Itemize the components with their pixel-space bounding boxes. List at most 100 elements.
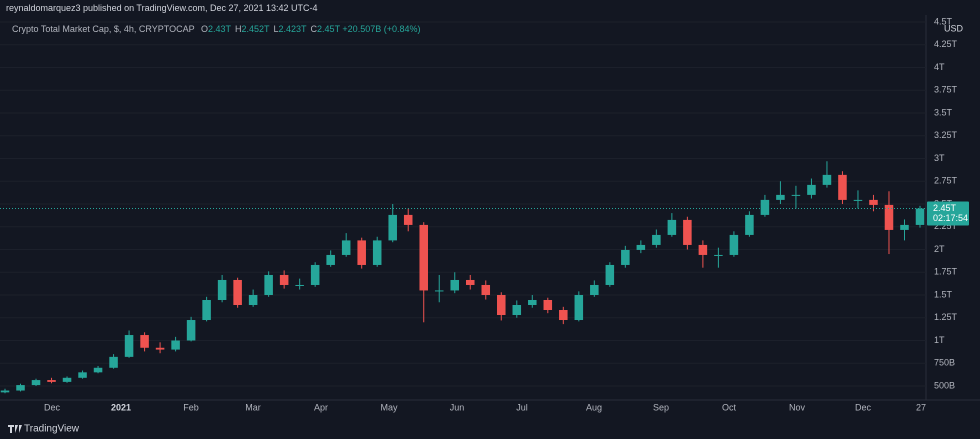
candle-body — [528, 299, 537, 306]
candle-body — [16, 385, 25, 391]
ohlc-item: C2.45T — [311, 24, 340, 34]
candle-body — [202, 299, 211, 321]
candle-body — [47, 380, 56, 382]
legend: Crypto Total Market Cap, $, 4h, CRYPTOCA… — [12, 24, 420, 34]
candle-body — [915, 208, 925, 225]
candle-body — [62, 377, 72, 382]
y-tick-label: 4.5T — [934, 16, 953, 26]
y-tick-label: 1T — [934, 335, 945, 345]
candle-body — [869, 199, 878, 205]
footer-bg — [0, 418, 980, 439]
logo — [8, 425, 22, 433]
candle-body — [822, 174, 832, 185]
candle-body — [729, 234, 739, 255]
candle-body — [605, 264, 615, 285]
y-tick-label: 3.5T — [934, 107, 953, 117]
x-tick-label: Sep — [653, 402, 669, 412]
ohlc-value: 2.423T — [278, 24, 307, 34]
candle-body — [310, 264, 320, 285]
candle-body — [791, 194, 801, 196]
x-tick-label: Feb — [183, 402, 199, 412]
candle-body — [543, 299, 553, 311]
candle-body — [884, 204, 894, 230]
candle-body — [233, 279, 242, 306]
y-tick-label: 1.25T — [934, 312, 958, 322]
x-tick-label: 2021 — [111, 402, 131, 412]
candle-body — [652, 234, 661, 245]
y-tick-label: 2.25T — [934, 221, 958, 231]
candle-body — [78, 372, 87, 378]
y-tick-label: 500B — [934, 380, 955, 390]
x-tick-label: Aug — [586, 402, 602, 412]
x-tick-label: Mar — [245, 402, 261, 412]
candle-body — [559, 310, 568, 321]
candle-body — [590, 284, 599, 295]
ohlc-key: H — [234, 24, 242, 34]
x-tick-label: Dec — [855, 402, 872, 412]
candle-body — [217, 279, 227, 300]
candle-body — [465, 279, 475, 285]
candle-body — [419, 224, 428, 291]
ohlc-item: L2.423T — [274, 24, 307, 34]
candle-body — [636, 244, 646, 250]
candle-body — [171, 340, 180, 350]
y-tick-label: 2T — [934, 244, 945, 254]
last-price-box — [927, 201, 969, 226]
candle-body — [248, 294, 258, 306]
symbol: Crypto Total Market Cap, $, 4h, CRYPTOCA… — [12, 24, 195, 34]
candle-body — [372, 240, 382, 265]
candle-body — [853, 199, 863, 201]
ohlc-value: 2.452T — [241, 24, 270, 34]
last-price-label: 2.45T — [933, 203, 957, 213]
candle-body — [450, 279, 460, 291]
candle-body — [93, 367, 103, 373]
candle-body — [900, 224, 909, 230]
ohlc-value: 2.45T — [317, 24, 340, 34]
y-tick-label: 3T — [934, 153, 945, 163]
candle-body — [621, 249, 630, 265]
ohlc-key: L — [273, 24, 279, 34]
candle-body — [574, 294, 584, 321]
countdown: 02:17:54 — [933, 213, 968, 223]
ohlc-item: H2.452T — [235, 24, 270, 34]
candle-body — [140, 335, 149, 348]
candle-body — [357, 240, 366, 265]
candle-body — [109, 356, 118, 368]
y-tick-label: 750B — [934, 358, 955, 368]
y-tick-label: 4.25T — [934, 39, 958, 49]
x-tick-label: 27 — [916, 402, 926, 412]
candle-body — [403, 214, 413, 225]
x-tick-label: Jun — [450, 402, 465, 412]
candle-body — [279, 274, 289, 285]
y-tick-label: 3.75T — [934, 85, 958, 95]
candle-body — [434, 290, 444, 292]
y-tick-label: 2.75T — [934, 176, 958, 186]
currency: USD — [944, 23, 964, 33]
change: +20.507B (+0.84%) — [342, 24, 421, 34]
candle-body — [497, 294, 506, 316]
candle-body — [264, 274, 273, 295]
x-tick-label: May — [380, 402, 398, 412]
x-tick-label: Oct — [722, 402, 737, 412]
y-tick-label: 1.5T — [934, 289, 953, 299]
y-tick-label: 4T — [934, 62, 945, 72]
candle-body — [326, 254, 335, 265]
ohlc-value: 2.43T — [207, 24, 231, 34]
x-tick-label: Jul — [516, 402, 528, 412]
brand: TradingView — [24, 424, 80, 435]
candle-body — [124, 335, 134, 357]
x-tick-label: Apr — [314, 402, 328, 412]
candle-body — [745, 214, 754, 235]
y-tick-label: 1.75T — [934, 267, 958, 277]
candle-body — [155, 347, 165, 350]
candle-body — [776, 194, 785, 200]
candle-body — [341, 240, 351, 255]
y-tick-label: 3.25T — [934, 130, 958, 140]
candle-body — [714, 254, 723, 256]
ohlc-item: O2.43T — [201, 24, 231, 34]
candle-body — [388, 214, 397, 241]
candle-body — [667, 219, 677, 235]
candle-body — [683, 219, 692, 245]
